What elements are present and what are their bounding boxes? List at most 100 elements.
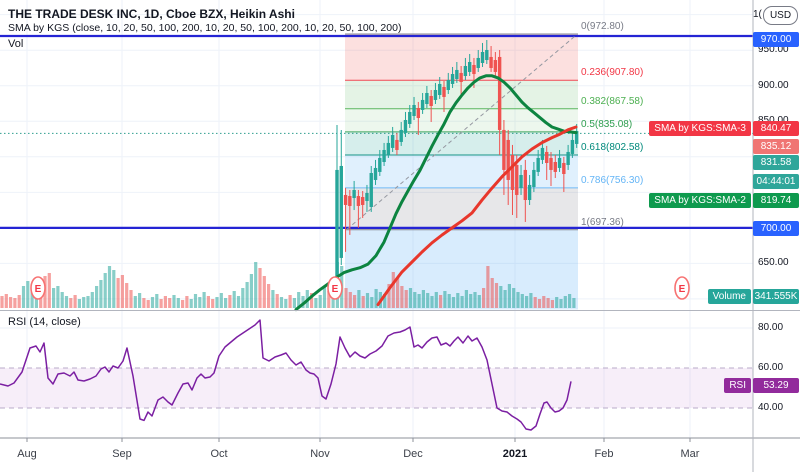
candle-body	[343, 194, 348, 205]
candle-body	[540, 147, 545, 160]
volume-bar	[464, 290, 468, 308]
volume-bar	[443, 291, 447, 308]
date-axis-label[interactable]: Mar	[680, 448, 700, 460]
volume-bar	[69, 298, 73, 308]
fib-band	[345, 131, 578, 155]
candle-body	[489, 56, 493, 68]
candle-body	[497, 56, 502, 130]
volume-bar	[193, 294, 198, 308]
volume-bar	[439, 295, 443, 308]
volume-bar	[146, 300, 150, 308]
volume-bar	[138, 293, 142, 308]
volume-bar	[408, 288, 413, 308]
volume-bar	[396, 278, 400, 308]
volume-bar	[327, 291, 331, 308]
volume-bar	[546, 298, 550, 308]
date-axis-label[interactable]: Feb	[594, 448, 614, 460]
indicator-legend-volume[interactable]: Vol	[8, 38, 24, 50]
axis-badge-value: 831.58	[753, 154, 799, 170]
volume-bar	[47, 273, 51, 308]
date-axis-label[interactable]: 2021	[502, 448, 528, 460]
volume-bar	[563, 296, 567, 308]
candle-body	[545, 151, 549, 163]
volume-bar	[232, 291, 236, 308]
volume-bar	[279, 297, 284, 308]
volume-bar	[353, 295, 357, 308]
date-axis-label[interactable]: Dec	[403, 448, 423, 460]
candle-body	[557, 157, 562, 168]
earnings-icon[interactable]	[327, 276, 343, 300]
volume-bar	[202, 292, 206, 308]
volume-bar	[189, 299, 193, 308]
date-axis-label[interactable]: Nov	[310, 448, 330, 460]
candle-body	[352, 189, 356, 199]
currency-toggle-button[interactable]: USD	[763, 6, 798, 25]
candle-body	[459, 72, 463, 82]
date-axis-label[interactable]: Sep	[112, 448, 132, 460]
candle-body	[532, 169, 536, 188]
volume-bar	[482, 288, 486, 308]
volume-bar	[370, 297, 374, 308]
volume-bar	[292, 298, 296, 308]
candle-body	[339, 165, 343, 258]
candle-body	[566, 151, 570, 165]
fib-level-label: 0.236(907.80)	[581, 67, 644, 79]
volume-bar	[361, 296, 365, 308]
candle-body	[467, 62, 472, 72]
volume-bar	[142, 298, 146, 308]
candle-body	[433, 90, 438, 100]
indicator-legend-rsi[interactable]: RSI (14, close)	[8, 316, 81, 328]
volume-bar	[185, 296, 189, 308]
volume-bar	[572, 298, 576, 308]
symbol-title[interactable]: THE TRADE DESK INC, 1D, Cboe BZX, Heikin…	[8, 7, 295, 21]
volume-bar	[512, 288, 516, 308]
volume-bar	[0, 296, 4, 308]
candle-body	[416, 107, 421, 119]
volume-bar	[241, 288, 245, 308]
volume-bar	[56, 286, 60, 308]
candle-body	[446, 79, 450, 91]
volume-bar	[86, 296, 90, 308]
volume-bar	[456, 293, 460, 308]
volume-bar	[258, 268, 262, 308]
candle-body	[527, 184, 532, 201]
earnings-icon-letter: E	[332, 284, 339, 295]
candle-body	[506, 139, 510, 180]
volume-bar	[206, 296, 210, 308]
volume-bar	[365, 293, 370, 308]
volume-bar	[322, 286, 327, 308]
volume-bar	[245, 282, 249, 308]
indicator-legend-sma[interactable]: SMA by KGS (close, 10, 20, 50, 100, 200,…	[8, 22, 402, 34]
candle-body	[480, 51, 485, 64]
date-axis-label[interactable]: Oct	[210, 448, 228, 460]
candle-body	[399, 129, 403, 142]
volume-bar	[417, 294, 421, 308]
date-axis-label[interactable]: Aug	[17, 448, 37, 460]
candle-body	[390, 134, 395, 148]
candle-body	[408, 111, 412, 124]
candle-body	[553, 161, 557, 172]
volume-bar	[284, 299, 288, 308]
candle-body	[395, 139, 399, 150]
volume-bar	[318, 295, 322, 308]
axis-tick-label: 80.00	[758, 322, 784, 333]
volume-bar	[30, 284, 34, 308]
volume-bar	[254, 262, 258, 308]
volume-bar	[516, 292, 520, 308]
volume-bar	[314, 298, 318, 308]
volume-bar	[537, 299, 542, 308]
volume-bar	[525, 296, 529, 308]
volume-bar	[168, 298, 172, 308]
volume-bar	[310, 293, 314, 308]
candle-body	[348, 196, 352, 206]
volume-bar	[404, 290, 408, 308]
earnings-icon[interactable]	[30, 276, 46, 300]
volume-bar	[219, 293, 223, 308]
candle-body	[386, 142, 391, 155]
volume-bar	[9, 297, 13, 308]
volume-bar	[73, 295, 77, 308]
earnings-icon[interactable]	[674, 276, 690, 300]
volume-bar	[176, 298, 180, 308]
